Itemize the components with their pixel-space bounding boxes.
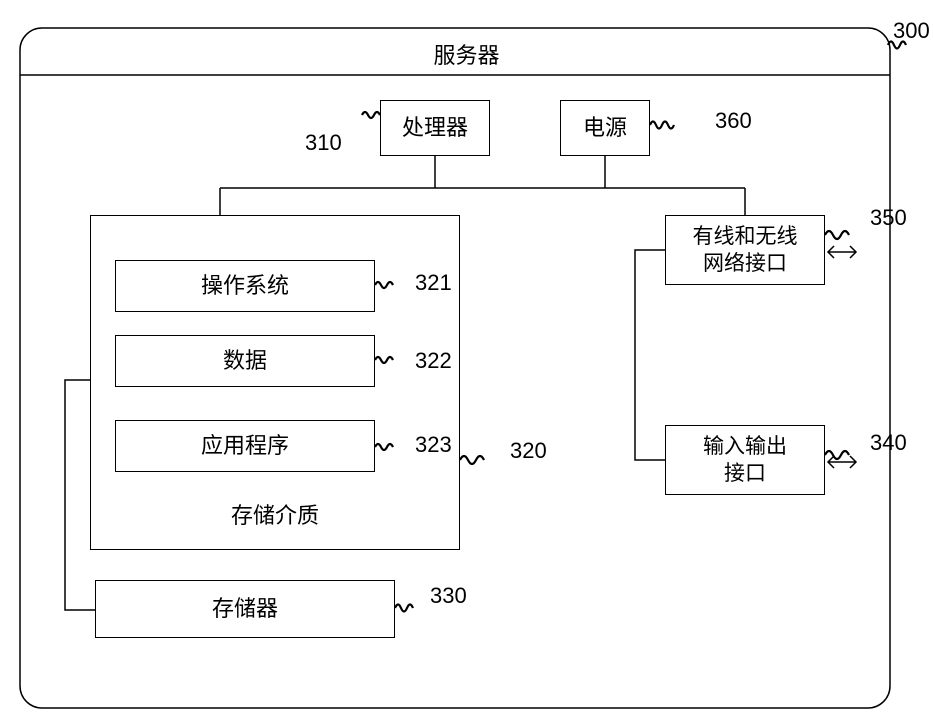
ref-360: 360: [715, 108, 752, 134]
data-label: 数据: [223, 347, 267, 376]
processor-label: 处理器: [402, 114, 468, 143]
ref-310: 310: [305, 130, 342, 156]
io-label: 输入输出 接口: [703, 433, 787, 488]
diagram-canvas: 服务器 处理器 电源 存储介质 操作系统 数据 应用程序 存储器 有线和无线 网…: [0, 0, 933, 723]
lead-360: [650, 122, 674, 129]
os-box: 操作系统: [115, 260, 375, 312]
app-box: 应用程序: [115, 420, 375, 472]
memory-label: 存储器: [212, 595, 278, 624]
power-box: 电源: [560, 100, 650, 156]
lead-330: [395, 605, 413, 612]
lead-320: [460, 456, 484, 464]
ref-340: 340: [870, 430, 907, 456]
storage-medium-label: 存储介质: [231, 502, 319, 531]
network-box: 有线和无线 网络接口: [665, 215, 825, 285]
lead-350: [825, 231, 849, 239]
ref-300: 300: [893, 18, 930, 44]
power-label: 电源: [583, 114, 627, 143]
data-box: 数据: [115, 335, 375, 387]
ref-323: 323: [415, 432, 452, 458]
os-label: 操作系统: [201, 272, 289, 301]
ref-320: 320: [510, 438, 547, 464]
ref-321: 321: [415, 270, 452, 296]
network-label: 有线和无线 网络接口: [693, 223, 798, 278]
ref-330: 330: [430, 583, 467, 609]
network-to-io: [635, 250, 665, 460]
network-arrow-icon: [828, 246, 856, 258]
lead-310: [362, 112, 380, 118]
io-box: 输入输出 接口: [665, 425, 825, 495]
processor-box: 处理器: [380, 100, 490, 156]
lead-340: [825, 451, 849, 459]
app-label: 应用程序: [201, 432, 289, 461]
memory-box: 存储器: [95, 580, 395, 638]
server-title: 服务器: [0, 38, 933, 70]
io-arrow-icon: [828, 456, 856, 468]
ref-350: 350: [870, 205, 907, 231]
ref-322: 322: [415, 348, 452, 374]
